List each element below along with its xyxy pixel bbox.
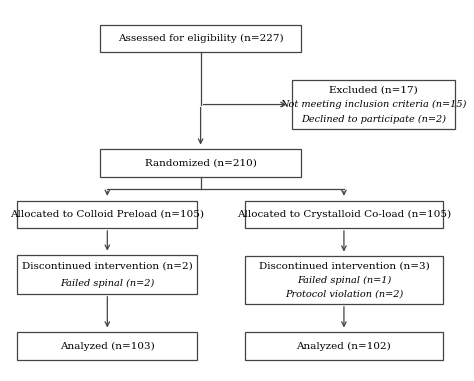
Text: Protocol violation (n=2): Protocol violation (n=2) [285, 290, 403, 299]
Text: Failed spinal (n=2): Failed spinal (n=2) [60, 279, 155, 288]
FancyBboxPatch shape [100, 25, 301, 53]
Text: Assessed for eligibility (n=227): Assessed for eligibility (n=227) [118, 34, 283, 43]
Text: Not meeting inclusion criteria (n=15): Not meeting inclusion criteria (n=15) [280, 100, 467, 109]
Text: Randomized (n=210): Randomized (n=210) [145, 158, 256, 168]
FancyBboxPatch shape [245, 200, 443, 228]
Text: Analyzed (n=102): Analyzed (n=102) [297, 341, 392, 351]
Text: Allocated to Colloid Preload (n=105): Allocated to Colloid Preload (n=105) [10, 210, 204, 219]
Text: Analyzed (n=103): Analyzed (n=103) [60, 341, 155, 351]
Text: Excluded (n=17): Excluded (n=17) [329, 85, 418, 94]
Text: Allocated to Crystalloid Co-load (n=105): Allocated to Crystalloid Co-load (n=105) [237, 210, 451, 219]
Text: Discontinued intervention (n=2): Discontinued intervention (n=2) [22, 262, 193, 271]
FancyBboxPatch shape [245, 256, 443, 304]
Text: Declined to participate (n=2): Declined to participate (n=2) [301, 115, 446, 124]
FancyBboxPatch shape [292, 80, 456, 129]
Text: Discontinued intervention (n=3): Discontinued intervention (n=3) [258, 261, 429, 270]
FancyBboxPatch shape [245, 332, 443, 360]
Text: Failed spinal (n=1): Failed spinal (n=1) [297, 275, 391, 285]
FancyBboxPatch shape [18, 200, 197, 228]
FancyBboxPatch shape [18, 255, 197, 294]
FancyBboxPatch shape [18, 332, 197, 360]
FancyBboxPatch shape [100, 149, 301, 177]
